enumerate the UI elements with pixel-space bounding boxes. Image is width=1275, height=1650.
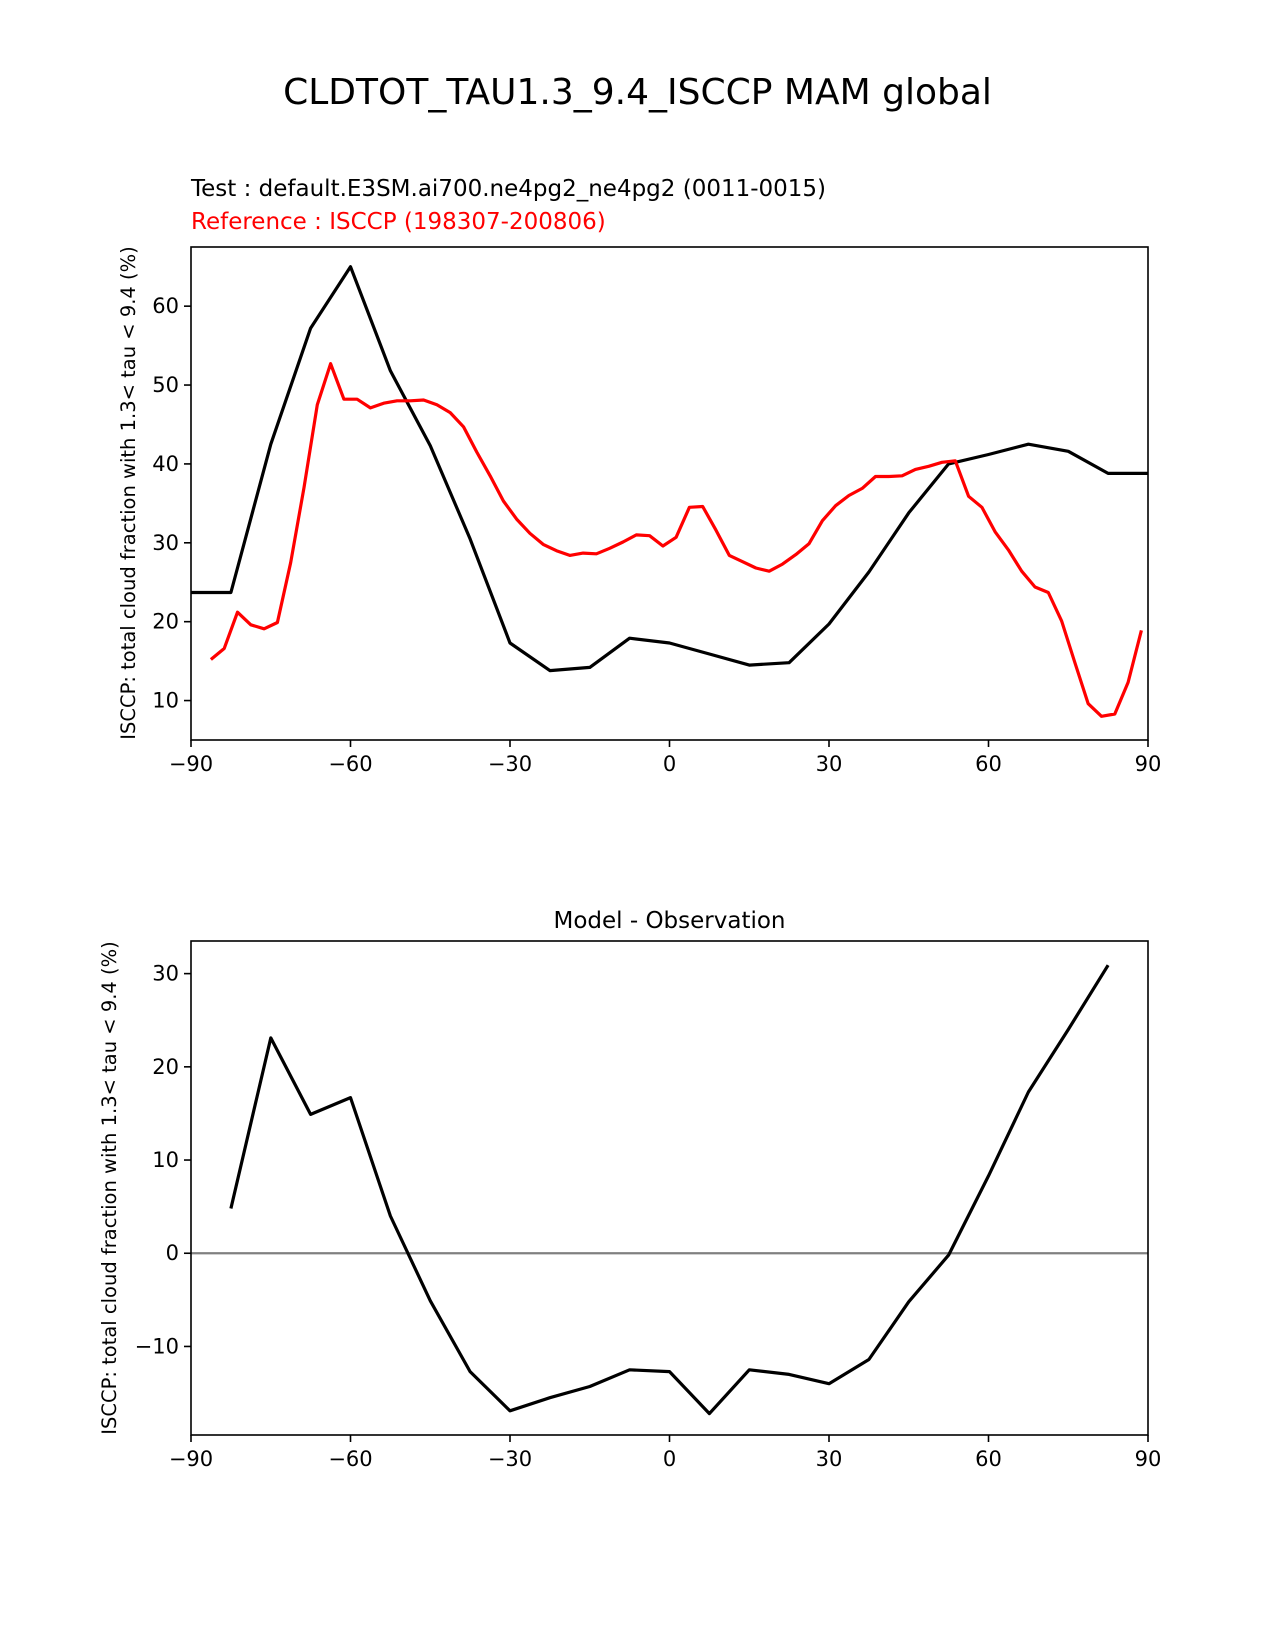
y-tick-label: 10 xyxy=(152,1148,179,1172)
y-tick-label: 0 xyxy=(166,1241,179,1265)
series-line-reference xyxy=(209,362,1143,718)
x-tick-label: 30 xyxy=(816,752,843,776)
x-tick-label: −90 xyxy=(169,752,213,776)
x-tick-label: 0 xyxy=(663,1447,676,1471)
x-tick-label: 30 xyxy=(816,1447,843,1471)
x-tick-label: −60 xyxy=(328,1447,372,1471)
panel-title: Model - Observation xyxy=(553,908,785,934)
x-tick-label: −60 xyxy=(328,752,372,776)
x-tick-label: 90 xyxy=(1135,752,1162,776)
y-tick-label: 10 xyxy=(152,689,179,713)
y-tick-label: 20 xyxy=(152,1055,179,1079)
y-tick-label: 30 xyxy=(152,531,179,555)
x-tick-label: −90 xyxy=(169,1447,213,1471)
y-axis-label: ISCCP: total cloud fraction with 1.3< ta… xyxy=(117,246,140,740)
y-tick-label: 20 xyxy=(152,610,179,634)
figure-title: CLDTOT_TAU1.3_9.4_ISCCP MAM global xyxy=(283,72,992,113)
axes-frame xyxy=(190,940,1149,1436)
x-tick-label: 0 xyxy=(663,752,676,776)
y-tick-label: 60 xyxy=(152,294,179,318)
x-tick-label: −30 xyxy=(488,752,532,776)
y-tick-label: 50 xyxy=(152,373,179,397)
x-tick-label: −30 xyxy=(488,1447,532,1471)
series-line-difference xyxy=(229,964,1110,1416)
y-axis-label: ISCCP: total cloud fraction with 1.3< ta… xyxy=(98,941,121,1435)
reference-label: Reference : ISCCP (198307-200806) xyxy=(191,209,606,235)
y-tick-label: 40 xyxy=(152,452,179,476)
x-tick-label: 60 xyxy=(975,1447,1002,1471)
test-label: Test : default.E3SM.ai700.ne4pg2_ne4pg2 … xyxy=(191,176,827,202)
x-tick-label: 60 xyxy=(975,752,1002,776)
x-tick-label: 90 xyxy=(1135,1447,1162,1471)
y-tick-label: 30 xyxy=(152,962,179,986)
y-tick-label: −10 xyxy=(135,1334,179,1358)
series-line-test xyxy=(191,265,1148,673)
